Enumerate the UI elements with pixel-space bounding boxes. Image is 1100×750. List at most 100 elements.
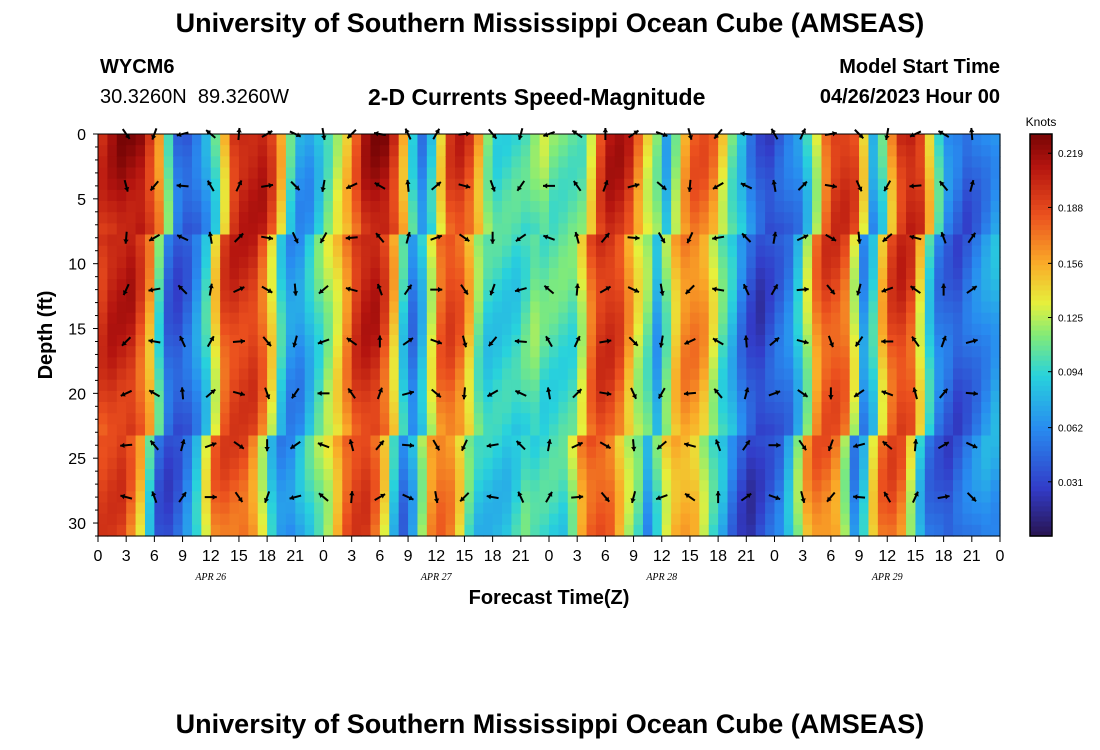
heatmap-cell	[154, 301, 165, 314]
heatmap-cell	[285, 234, 296, 247]
current-arrow	[911, 491, 919, 503]
heatmap-cell	[314, 402, 325, 414]
heatmap-cell	[483, 134, 494, 146]
heatmap-cell	[736, 301, 747, 314]
heatmap-cell	[689, 435, 700, 448]
heatmap-cell	[971, 502, 982, 515]
heatmap-cell	[708, 346, 719, 358]
heatmap-cell	[98, 290, 108, 303]
heatmap-cell	[708, 524, 719, 537]
current-arrow	[489, 179, 496, 192]
heatmap-cell	[220, 435, 231, 448]
current-arrow	[486, 494, 499, 500]
heatmap-cell	[530, 178, 541, 191]
heatmap-cell	[953, 290, 964, 303]
heatmap-cell	[445, 402, 456, 414]
heatmap-cell	[840, 524, 851, 537]
heatmap-cell	[896, 268, 907, 280]
heatmap-cell	[389, 201, 400, 213]
heatmap-cell	[567, 145, 578, 157]
heatmap-cell	[238, 145, 249, 157]
heatmap-cell	[962, 524, 973, 537]
heatmap-cell	[906, 413, 917, 425]
heatmap-cell	[455, 346, 466, 358]
heatmap-cell	[379, 145, 390, 157]
heatmap-cell	[699, 256, 710, 269]
heatmap-cell	[314, 156, 325, 169]
heatmap-cell	[586, 335, 597, 347]
heatmap-cell	[182, 268, 193, 280]
heatmap-cell	[135, 256, 146, 269]
heatmap-cell	[924, 524, 935, 537]
heatmap-cell	[680, 513, 691, 526]
heatmap-cell	[295, 201, 306, 213]
heatmap-cell	[943, 178, 954, 191]
heatmap-cell	[840, 234, 851, 247]
heatmap-cell	[389, 312, 400, 325]
heatmap-cell	[614, 145, 625, 157]
heatmap-cell	[830, 357, 841, 370]
heatmap-cell	[680, 379, 691, 392]
heatmap-cell	[708, 223, 719, 236]
heatmap-cell	[455, 390, 466, 403]
colorbar-segment	[1030, 214, 1052, 221]
heatmap-cell	[257, 145, 268, 157]
heatmap-cell	[511, 513, 522, 526]
current-arrow	[120, 389, 133, 397]
heatmap-cell	[426, 256, 437, 269]
heatmap-cell	[304, 469, 315, 481]
heatmap-cell	[765, 413, 776, 425]
heatmap-cell	[558, 189, 569, 202]
heatmap-cell	[558, 312, 569, 325]
day-label: APR 28	[645, 572, 677, 583]
heatmap-cell	[586, 346, 597, 358]
heatmap-cell	[154, 491, 165, 504]
colorbar-segment	[1030, 199, 1052, 205]
heatmap-cell	[248, 268, 259, 280]
current-arrow	[743, 387, 750, 400]
heatmap-cell	[783, 279, 794, 291]
heatmap-cell	[379, 301, 390, 314]
heatmap-cell	[577, 279, 588, 291]
heatmap-cell	[736, 189, 747, 202]
heatmap-cell	[699, 189, 710, 202]
heatmap-cell	[116, 424, 127, 437]
x-tick-label: 15	[456, 548, 474, 565]
heatmap-cell	[990, 323, 1001, 336]
heatmap-cell	[436, 312, 447, 325]
heatmap-cell	[144, 357, 155, 370]
heatmap-cell	[671, 178, 682, 191]
heatmap-cell	[436, 524, 447, 537]
heatmap-cell	[689, 212, 700, 224]
heatmap-cell	[220, 491, 231, 504]
current-arrow	[349, 491, 355, 504]
heatmap-cell	[483, 435, 494, 448]
heatmap-cell	[492, 379, 503, 392]
heatmap-cell	[370, 279, 381, 291]
heatmap-cell	[962, 201, 973, 213]
heatmap-cell	[530, 167, 541, 180]
heatmap-cell	[595, 502, 606, 515]
heatmap-cell	[473, 446, 484, 459]
heatmap-cell	[783, 178, 794, 191]
day-label: APR 27	[420, 572, 453, 583]
heatmap-cell	[154, 446, 165, 459]
heatmap-cell	[511, 524, 522, 537]
heatmap-cell	[774, 323, 785, 336]
heatmap-cell	[417, 402, 428, 414]
heatmap-cell	[530, 502, 541, 515]
heatmap-cell	[558, 156, 569, 169]
heatmap-cell	[689, 390, 700, 403]
heatmap-cell	[98, 212, 108, 224]
heatmap-cell	[924, 357, 935, 370]
heatmap-cell	[868, 457, 879, 470]
heatmap-cell	[718, 524, 729, 537]
heatmap-cell	[257, 212, 268, 224]
heatmap-cell	[906, 189, 917, 202]
heatmap-cell	[793, 513, 804, 526]
heatmap-cell	[154, 335, 165, 347]
heatmap-cell	[389, 212, 400, 224]
heatmap-cell	[549, 201, 559, 213]
heatmap-cell	[520, 212, 531, 224]
heatmap-cell	[389, 145, 400, 157]
